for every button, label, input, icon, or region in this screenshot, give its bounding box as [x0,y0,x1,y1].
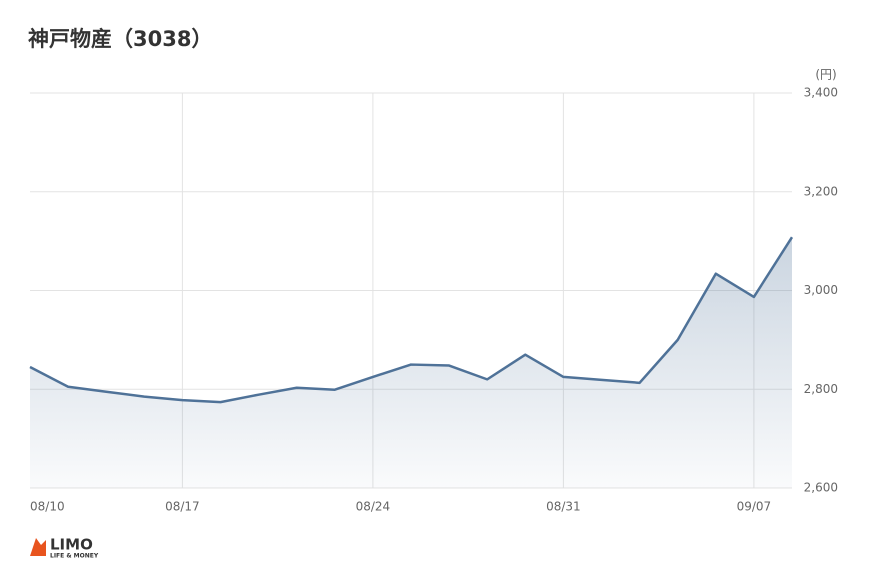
logo: LIMO LIFE & MONEY [30,536,99,560]
x-tick-label: 08/31 [546,500,581,514]
logo-icon [30,538,46,556]
x-tick-label: 08/17 [165,500,200,514]
x-tick-label: 09/07 [737,500,772,514]
y-tick-label: 2,600 [804,481,838,495]
y-tick-label: 2,800 [804,382,838,396]
area [30,237,792,488]
unit-label: (円) [815,68,836,82]
x-tick-label: 08/24 [356,500,391,514]
y-tick-label: 3,400 [804,86,838,100]
chart-title: 神戸物産（3038） [28,27,212,51]
x-tick-label: 08/10 [30,500,65,514]
logo-name: LIMO [50,536,93,554]
line [29,236,794,404]
logo-tagline: LIFE & MONEY [50,553,99,560]
y-tick-label: 3,200 [804,184,838,198]
y-tick-label: 3,000 [804,283,838,297]
